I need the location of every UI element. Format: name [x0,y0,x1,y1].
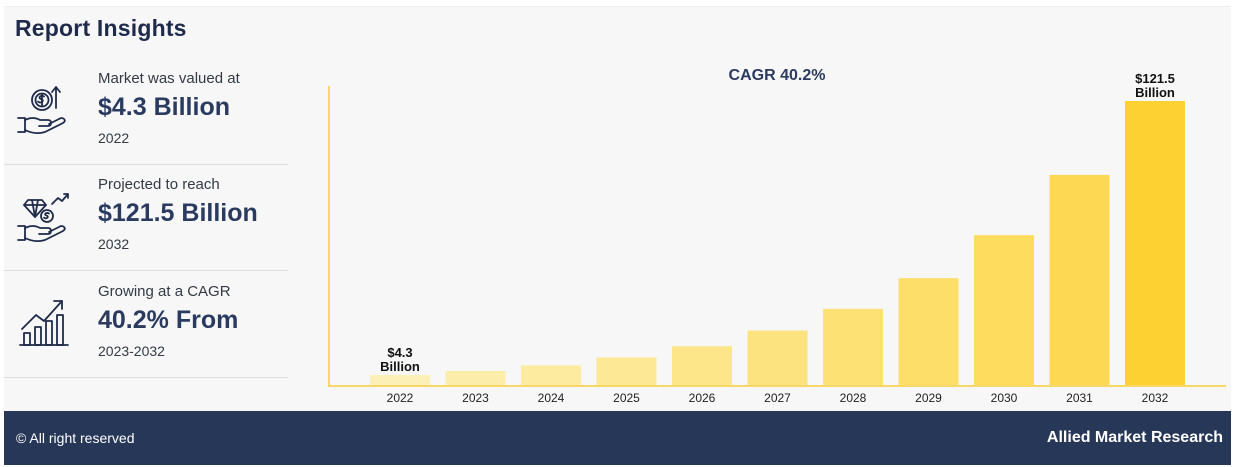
bar-2023 [445,370,506,385]
market-bar-chart: CAGR 40.2% 2022 2023 2024 2025 2026 2027 2028 2… [328,67,1226,405]
bar-2028 [823,308,883,385]
insight-year: 2022 [98,130,130,146]
x-tick-label: 2032 [1142,391,1169,405]
insight-value: $121.5 Billion [98,199,258,227]
x-tick-label: 2025 [613,391,640,405]
x-tick-label: 2031 [1066,391,1093,405]
data-label-2032: Billion [1135,85,1175,100]
bar-2030 [974,235,1034,385]
bar-2025 [596,357,657,385]
insight-value: $4.3 Billion [98,93,230,121]
x-tick-label: 2028 [840,391,867,405]
x-tick-label: 2027 [764,391,791,405]
chart-title: CAGR 40.2% [729,67,826,84]
brand-name: Allied Market Research [1046,429,1223,446]
data-label-2022: $4.3 [387,345,412,360]
diamond-hand-icon [17,193,69,243]
data-label-2022: Billion [380,359,420,374]
page-title: Report Insights [15,15,187,41]
x-tick-label: 2022 [387,391,414,405]
insight-year: 2032 [98,236,130,252]
x-tick-label: 2029 [915,391,942,405]
insight-market-value: Market was valued at $4.3 Billion 2022 [4,62,288,165]
insight-value: 40.2% From [98,306,239,334]
bar-2031 [1049,174,1110,385]
insight-projected-value: Projected to reach $121.5 Billion 2032 [4,168,288,271]
x-tick-label: 2026 [689,391,716,405]
money-hand-icon [17,86,66,135]
x-tick-label: 2030 [991,391,1018,405]
insight-cagr: Growing at a CAGR 40.2% From 2023-2032 [4,275,288,378]
insight-label: Growing at a CAGR [98,283,231,300]
footer-bar: © All right reserved Allied Market Resea… [4,411,1231,465]
insight-year: 2023-2032 [98,343,165,359]
bar-2029 [898,278,959,385]
x-tick-label: 2024 [538,391,565,405]
bar-2024 [521,365,581,385]
bar-2032 [1125,101,1185,385]
bar-2022 [370,374,430,385]
insight-label: Projected to reach [98,176,220,193]
bar-2027 [747,330,808,385]
data-label-2032: $121.5 [1135,71,1175,86]
copyright-text: © All right reserved [16,430,135,446]
bar-2026 [672,346,732,385]
growth-chart-icon [19,300,69,346]
x-tick-label: 2023 [462,391,489,405]
insight-label: Market was valued at [98,70,240,87]
